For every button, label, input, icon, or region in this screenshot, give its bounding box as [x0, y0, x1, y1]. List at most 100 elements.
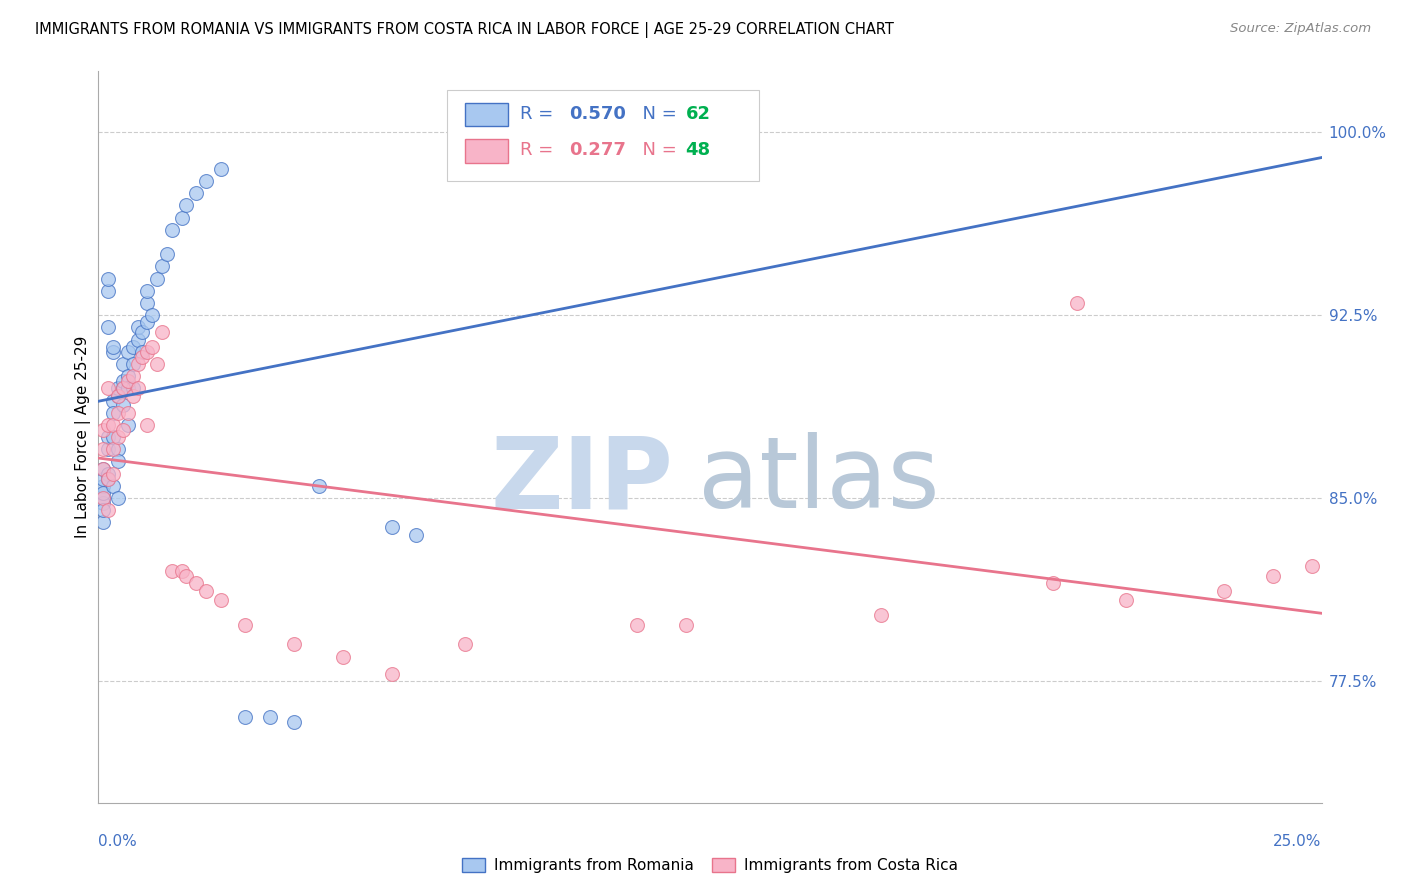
Point — [97, 417, 120, 432]
Point — [283, 637, 305, 651]
Point — [146, 357, 169, 371]
Point — [259, 710, 281, 724]
Point — [131, 350, 153, 364]
Point — [91, 423, 114, 437]
Point — [101, 467, 124, 481]
Point — [101, 417, 124, 432]
Point — [332, 649, 354, 664]
Text: R =: R = — [520, 104, 560, 123]
Point — [97, 503, 120, 517]
Point — [136, 296, 159, 310]
Point — [381, 666, 404, 681]
Text: 0.277: 0.277 — [569, 141, 626, 160]
Point — [111, 381, 134, 395]
Point — [136, 417, 159, 432]
Point — [160, 564, 183, 578]
Point — [101, 344, 124, 359]
Point — [91, 471, 114, 485]
Point — [101, 442, 124, 457]
Point — [91, 442, 114, 457]
Point — [117, 369, 139, 384]
Y-axis label: In Labor Force | Age 25-29: In Labor Force | Age 25-29 — [76, 336, 91, 538]
Point — [117, 417, 139, 432]
Point — [131, 344, 153, 359]
Point — [576, 125, 599, 139]
FancyBboxPatch shape — [465, 103, 508, 127]
Text: ZIP: ZIP — [491, 433, 673, 530]
Point — [97, 471, 120, 485]
Point — [97, 271, 120, 285]
Text: 0.570: 0.570 — [569, 104, 626, 123]
Point — [1042, 576, 1064, 591]
Point — [107, 442, 129, 457]
Point — [127, 333, 149, 347]
Text: 48: 48 — [686, 141, 710, 160]
Point — [121, 357, 143, 371]
Point — [233, 617, 256, 632]
Point — [156, 247, 179, 261]
Point — [131, 325, 153, 339]
Point — [107, 389, 129, 403]
Text: R =: R = — [520, 141, 560, 160]
Point — [91, 491, 114, 505]
Text: 0.0%: 0.0% — [98, 834, 138, 849]
Point — [454, 637, 477, 651]
Point — [141, 340, 163, 354]
Point — [121, 340, 143, 354]
Point — [101, 406, 124, 420]
Point — [117, 374, 139, 388]
Point — [308, 479, 330, 493]
Point — [127, 320, 149, 334]
Text: atlas: atlas — [697, 433, 939, 530]
Point — [1115, 593, 1137, 607]
FancyBboxPatch shape — [447, 90, 759, 181]
Point — [870, 608, 893, 623]
Point — [186, 186, 208, 201]
Text: IMMIGRANTS FROM ROMANIA VS IMMIGRANTS FROM COSTA RICA IN LABOR FORCE | AGE 25-29: IMMIGRANTS FROM ROMANIA VS IMMIGRANTS FR… — [35, 22, 894, 38]
Point — [111, 357, 134, 371]
Point — [101, 393, 124, 408]
Point — [97, 467, 120, 481]
Point — [209, 593, 232, 607]
Point — [97, 442, 120, 457]
Point — [136, 316, 159, 330]
Point — [186, 576, 208, 591]
Point — [91, 496, 114, 510]
Point — [101, 479, 124, 493]
FancyBboxPatch shape — [465, 139, 508, 162]
Point — [97, 471, 120, 485]
Point — [141, 308, 163, 322]
Point — [97, 284, 120, 298]
Point — [136, 284, 159, 298]
Point — [107, 389, 129, 403]
Point — [107, 430, 129, 444]
Point — [91, 486, 114, 500]
Point — [405, 527, 427, 541]
Point — [111, 381, 134, 395]
Point — [97, 320, 120, 334]
Point — [381, 520, 404, 534]
Point — [107, 381, 129, 395]
Point — [150, 325, 173, 339]
Point — [626, 617, 648, 632]
Point — [675, 617, 697, 632]
Point — [107, 406, 129, 420]
Point — [107, 491, 129, 505]
Point — [121, 369, 143, 384]
Point — [209, 161, 232, 176]
Point — [195, 174, 218, 188]
Point — [195, 583, 218, 598]
Point — [107, 454, 129, 468]
Point — [117, 406, 139, 420]
Point — [111, 374, 134, 388]
Point — [283, 715, 305, 730]
Point — [91, 462, 114, 476]
Point — [91, 491, 114, 505]
Text: Source: ZipAtlas.com: Source: ZipAtlas.com — [1230, 22, 1371, 36]
Text: N =: N = — [630, 104, 682, 123]
Text: N =: N = — [630, 141, 682, 160]
Point — [101, 340, 124, 354]
Point — [675, 125, 697, 139]
Legend: Immigrants from Romania, Immigrants from Costa Rica: Immigrants from Romania, Immigrants from… — [456, 852, 965, 880]
Point — [170, 564, 193, 578]
